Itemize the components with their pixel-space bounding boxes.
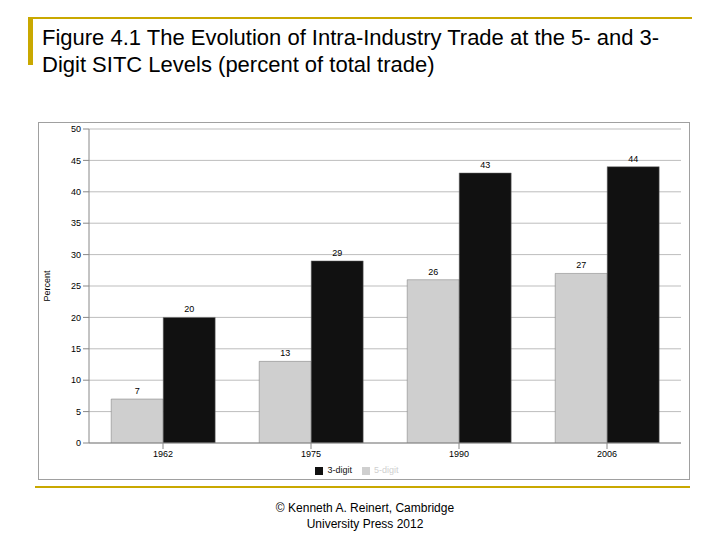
svg-text:1962: 1962 bbox=[153, 449, 173, 459]
html-text:Figure 4.1 The Evolution of In: Figure 4.1 The Evolution of Intra-Indust… bbox=[42, 25, 660, 77]
svg-text:29: 29 bbox=[332, 248, 342, 258]
svg-text:1975: 1975 bbox=[301, 449, 321, 459]
svg-text:0: 0 bbox=[76, 438, 81, 448]
svg-text:43: 43 bbox=[480, 160, 490, 170]
svg-text:30: 30 bbox=[71, 250, 81, 260]
html-text:3-digit: 3-digit bbox=[327, 465, 352, 475]
svg-text:2006: 2006 bbox=[597, 449, 617, 459]
svg-text:40: 40 bbox=[71, 187, 81, 197]
svg-text:45: 45 bbox=[71, 156, 81, 166]
svg-text:Percent: Percent bbox=[42, 270, 52, 302]
svg-text:15: 15 bbox=[71, 344, 81, 354]
svg-text:50: 50 bbox=[71, 124, 81, 134]
svg-text:27: 27 bbox=[576, 260, 586, 270]
svg-text:44: 44 bbox=[628, 154, 638, 164]
svg-text:20: 20 bbox=[184, 304, 194, 314]
svg-text:35: 35 bbox=[71, 218, 81, 228]
svg-text:5: 5 bbox=[76, 407, 81, 417]
svg-text:25: 25 bbox=[71, 281, 81, 291]
html-text:5-digit: 5-digit bbox=[374, 465, 399, 475]
svg-text:1990: 1990 bbox=[449, 449, 469, 459]
svg-text:20: 20 bbox=[71, 313, 81, 323]
html-text:© Kenneth A. Reinert, Cambridg: © Kenneth A. Reinert, Cambridge Universi… bbox=[275, 501, 455, 531]
svg-text:26: 26 bbox=[428, 267, 438, 277]
svg-text:13: 13 bbox=[280, 348, 290, 358]
svg-text:10: 10 bbox=[71, 375, 81, 385]
svg-text:7: 7 bbox=[135, 386, 140, 396]
